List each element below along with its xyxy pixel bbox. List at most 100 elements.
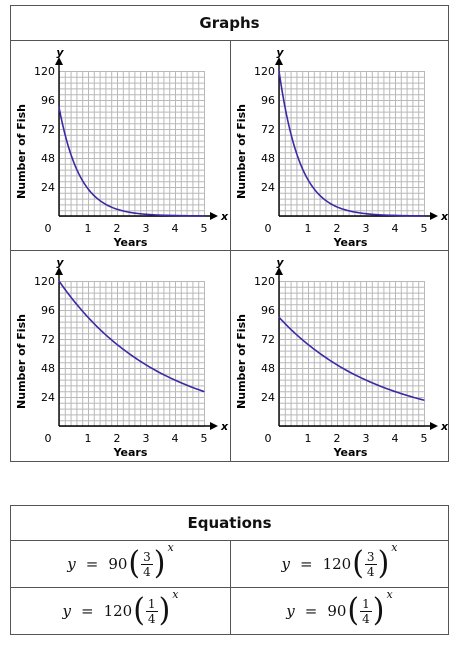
- data-point: [350, 210, 353, 213]
- x-tick-label: 3: [363, 222, 370, 235]
- x-tick-label: 3: [363, 432, 370, 445]
- fraction-denominator: 4: [366, 564, 375, 579]
- grid: [279, 71, 425, 217]
- left-paren: (: [133, 592, 145, 629]
- data-point: [87, 188, 89, 190]
- data-point: [423, 215, 425, 217]
- equation-fraction: 3 4: [141, 550, 153, 579]
- fraction-numerator: 3: [364, 549, 377, 565]
- equation-lhs: y: [67, 555, 76, 573]
- equation-cell: y = 120 ( 3 4 ) x: [231, 541, 448, 587]
- data-point: [145, 213, 147, 215]
- graph-bottom-left: x y 0 1 2 3 4 5 24 48 72 96 120 Years Number of Fish: [15, 256, 229, 459]
- equations-table: Equations y = 90 ( 3 4 ) x y = 120 ( 3 4…: [10, 505, 449, 635]
- x-tick-label: 3: [143, 222, 150, 235]
- x-tick-label: 1: [85, 222, 92, 235]
- data-point: [394, 214, 396, 216]
- data-point: [101, 201, 104, 203]
- y-axis-label: Number of Fish: [15, 104, 28, 199]
- equation-exponent: x: [386, 588, 393, 601]
- equation-lhs: y: [286, 602, 295, 620]
- x-tick-label: 0: [265, 222, 272, 235]
- x-tick-label: 2: [114, 432, 121, 445]
- equation-exponent: x: [167, 541, 174, 554]
- y-axis-label: Number of Fish: [235, 104, 248, 199]
- equation: y = 90 ( 3 4 ) x: [67, 541, 173, 582]
- equation-coefficient: 120: [103, 602, 133, 620]
- y-axis-arrow: [275, 267, 283, 275]
- data-point: [174, 214, 176, 217]
- graph-top-right: x y 0 1 2 3 4 5 24 48 72 96 120 Years Number of Fish: [235, 46, 448, 249]
- fraction-numerator: 1: [145, 596, 158, 612]
- data-point: [130, 354, 133, 356]
- x-axis-label: Years: [113, 446, 148, 459]
- plot-area: [59, 71, 204, 216]
- fraction-denominator: 4: [147, 611, 156, 626]
- y-axis-letter: y: [56, 46, 64, 59]
- y-tick-label: 96: [41, 304, 55, 317]
- data-point: [188, 385, 191, 387]
- data-point: [174, 379, 176, 381]
- equations-divider-horizontal: [11, 587, 448, 588]
- x-tick-label: 2: [334, 222, 341, 235]
- y-tick-label: 120: [254, 65, 275, 78]
- data-point: [307, 343, 309, 346]
- x-axis-letter: x: [220, 210, 229, 223]
- right-paren: ): [153, 545, 166, 582]
- data-point: [408, 395, 411, 397]
- data-point: [72, 299, 75, 302]
- x-axis-label: Years: [113, 236, 148, 249]
- data-point: [145, 364, 147, 366]
- x-tick-label: 4: [172, 432, 179, 445]
- y-tick-label: 24: [41, 181, 55, 194]
- equation-coefficient: 120: [322, 555, 352, 573]
- graphs-table: Graphs x y 0 1 2 3 4 5 24 48 72 96 120 Years Number of…: [10, 5, 449, 462]
- data-point: [203, 390, 205, 393]
- plot-area: [279, 71, 424, 216]
- data-point: [379, 214, 382, 216]
- left-paren: (: [347, 592, 360, 629]
- fraction-denominator: 4: [143, 564, 151, 579]
- x-axis-label: Years: [333, 446, 368, 459]
- data-point: [321, 354, 324, 356]
- data-point: [278, 316, 280, 318]
- graph-bottom-right: x y 0 1 2 3 4 5 24 48 72 96 120 Years Number of Fish: [235, 256, 448, 459]
- y-tick-label: 96: [41, 94, 55, 107]
- fraction-denominator: 4: [362, 611, 370, 626]
- x-axis-arrow: [430, 422, 438, 430]
- equals-sign: =: [85, 555, 99, 573]
- y-axis-letter: y: [276, 256, 284, 269]
- data-point: [188, 215, 191, 217]
- x-tick-label: 3: [143, 432, 150, 445]
- x-tick-label: 5: [201, 222, 208, 235]
- data-point: [408, 215, 411, 217]
- equation-cell: y = 120 ( 1 4 ) x: [11, 588, 230, 634]
- y-axis-letter: y: [56, 256, 64, 269]
- data-point: [159, 214, 162, 216]
- equation-cell: y = 90 ( 1 4 ) x: [231, 588, 448, 634]
- equation-coefficient: 90: [327, 602, 347, 620]
- equals-sign: =: [80, 602, 94, 620]
- y-tick-label: 24: [261, 181, 275, 194]
- x-tick-label: 4: [172, 222, 179, 235]
- data-point: [292, 142, 295, 145]
- y-tick-label: 72: [261, 123, 275, 136]
- x-tick-label: 1: [305, 222, 312, 235]
- x-tick-label: 5: [421, 432, 428, 445]
- equation-exponent: x: [391, 541, 398, 554]
- y-tick-label: 120: [34, 65, 55, 78]
- y-tick-label: 24: [261, 391, 275, 404]
- equation-fraction: 1 4: [145, 596, 158, 626]
- data-point: [58, 106, 60, 108]
- data-point: [72, 161, 75, 163]
- x-tick-label: 2: [334, 432, 341, 445]
- equation: y = 120 ( 3 4 ) x: [282, 541, 398, 579]
- plot-area: [279, 281, 424, 426]
- x-tick-label: 1: [85, 432, 92, 445]
- x-tick-label: 0: [265, 432, 272, 445]
- data-point: [203, 215, 205, 217]
- equation-fraction: 1 4: [360, 597, 372, 626]
- x-tick-label: 4: [392, 432, 399, 445]
- data-point: [116, 343, 118, 346]
- equation-coefficient: 90: [108, 555, 128, 573]
